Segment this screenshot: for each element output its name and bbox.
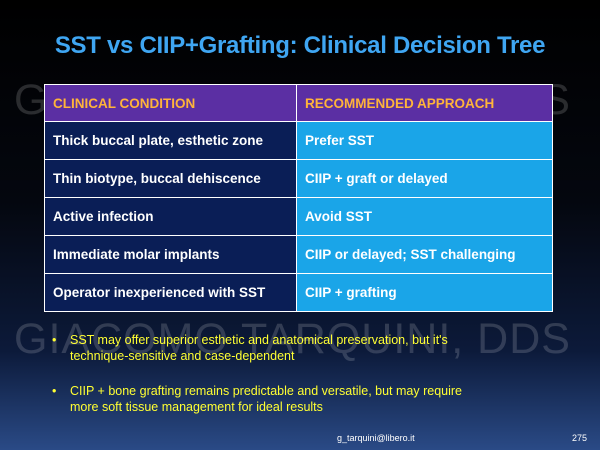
bullet-line: SST may offer superior esthetic and anat… <box>70 333 448 347</box>
decision-table: CLINICAL CONDITION RECOMMENDED APPROACH … <box>44 84 553 312</box>
condition-cell: Thin biotype, buccal dehiscence <box>44 159 297 198</box>
footer-email: g_tarquini@libero.it <box>337 433 415 443</box>
table-row: Thick buccal plate, esthetic zone Prefer… <box>44 121 553 160</box>
approach-cell: CIIP + graft or delayed <box>296 159 553 198</box>
bullet-list: • SST may offer superior esthetic and an… <box>52 332 552 415</box>
slide-title: SST vs CIIP+Grafting: Clinical Decision … <box>54 32 546 59</box>
bullet-marker: • <box>52 384 57 398</box>
bullet-line: more soft tissue management for ideal re… <box>70 400 323 414</box>
bullet-item: • CIIP + bone grafting remains predictab… <box>52 383 552 415</box>
approach-cell: Prefer SST <box>296 121 553 160</box>
condition-cell: Active infection <box>44 197 297 236</box>
bullet-item: • SST may offer superior esthetic and an… <box>52 332 552 364</box>
bullet-line: CIIP + bone grafting remains predictable… <box>70 384 462 398</box>
bullet-line: technique-sensitive and case-dependent <box>70 349 295 363</box>
approach-cell: Avoid SST <box>296 197 553 236</box>
condition-cell: Thick buccal plate, esthetic zone <box>44 121 297 160</box>
table-row: Operator inexperienced with SST CIIP + g… <box>44 273 553 312</box>
table-header-row: CLINICAL CONDITION RECOMMENDED APPROACH <box>44 84 553 122</box>
approach-cell: CIIP or delayed; SST challenging <box>296 235 553 274</box>
header-clinical-condition: CLINICAL CONDITION <box>44 84 297 122</box>
page-number: 275 <box>572 433 588 443</box>
bullet-marker: • <box>52 333 57 347</box>
condition-cell: Operator inexperienced with SST <box>44 273 297 312</box>
header-recommended-approach: RECOMMENDED APPROACH <box>296 84 553 122</box>
table-row: Active infection Avoid SST <box>44 197 553 236</box>
table-row: Immediate molar implants CIIP or delayed… <box>44 235 553 274</box>
table-row: Thin biotype, buccal dehiscence CIIP + g… <box>44 159 553 198</box>
approach-cell: CIIP + grafting <box>296 273 553 312</box>
condition-cell: Immediate molar implants <box>44 235 297 274</box>
